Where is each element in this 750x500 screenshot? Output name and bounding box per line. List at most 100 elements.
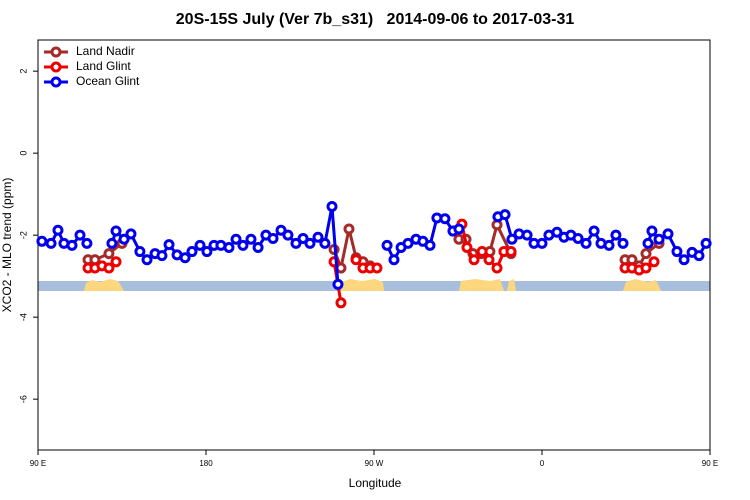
point: [332, 278, 344, 290]
point: [81, 237, 93, 249]
x-tick-label: 90 E: [30, 459, 46, 468]
point: [640, 248, 652, 260]
point: [388, 254, 400, 266]
y-tick-label: 2: [18, 69, 28, 74]
legend-marker: [50, 61, 62, 73]
point: [499, 209, 511, 221]
point: [646, 225, 658, 237]
point: [103, 262, 115, 274]
point: [671, 246, 683, 258]
point: [580, 237, 592, 249]
point: [110, 225, 122, 237]
point: [453, 223, 465, 235]
y-axis-label: XCO2 - MLO trend (ppm): [0, 178, 14, 313]
point: [201, 246, 213, 258]
point: [678, 254, 690, 266]
land-shape: [507, 279, 516, 291]
point: [319, 237, 331, 249]
x-tick-label: 90 W: [365, 459, 384, 468]
land-mask: [38, 279, 710, 291]
point: [343, 223, 355, 235]
point: [52, 224, 64, 236]
point: [230, 233, 242, 245]
point: [186, 246, 198, 258]
legend-marker: [50, 46, 62, 58]
x-axis-label: Longitude: [349, 476, 402, 490]
y-tick-label: -4: [18, 313, 28, 321]
point: [653, 233, 665, 245]
point: [223, 241, 235, 253]
y-tick-label: -2: [18, 231, 28, 239]
point: [505, 246, 517, 258]
legend-label: Ocean Glint: [76, 74, 140, 88]
point: [45, 237, 57, 249]
legend-label: Land Glint: [76, 59, 131, 73]
point: [290, 237, 302, 249]
land-shape: [340, 279, 384, 291]
point: [156, 250, 168, 262]
point: [439, 213, 451, 225]
y-tick-label: -6: [18, 395, 28, 403]
point: [640, 262, 652, 274]
point: [700, 237, 712, 249]
point: [648, 256, 660, 268]
point: [662, 228, 674, 240]
point: [252, 241, 264, 253]
point: [693, 250, 705, 262]
point: [521, 229, 533, 241]
point: [461, 241, 473, 253]
point: [106, 237, 118, 249]
point: [282, 229, 294, 241]
point: [572, 232, 584, 244]
y-tick-label: 0: [18, 151, 28, 156]
chart-title: 20S-15S July (Ver 7b_s31) 2014-09-06 to …: [176, 11, 575, 28]
point: [642, 237, 654, 249]
point: [371, 262, 383, 274]
point: [476, 246, 488, 258]
point: [118, 233, 130, 245]
point: [304, 237, 316, 249]
x-tick-label: 90 E: [702, 459, 718, 468]
point: [312, 231, 324, 243]
point: [297, 232, 309, 244]
point: [36, 235, 48, 247]
point: [402, 237, 414, 249]
point: [468, 254, 480, 266]
x-tick-label: 0: [540, 459, 545, 468]
point: [134, 246, 146, 258]
point: [66, 239, 78, 251]
point: [483, 254, 495, 266]
point: [610, 229, 622, 241]
point: [163, 239, 175, 251]
point: [588, 225, 600, 237]
point: [617, 237, 629, 249]
point: [424, 239, 436, 251]
x-tick-label: 180: [199, 459, 213, 468]
point: [275, 224, 287, 236]
point: [194, 239, 206, 251]
point: [536, 237, 548, 249]
point: [237, 239, 249, 251]
point: [245, 233, 257, 245]
point: [110, 256, 122, 268]
land-shape: [459, 279, 504, 291]
point: [335, 297, 347, 309]
point: [74, 229, 86, 241]
land-shape: [84, 279, 124, 291]
legend-label: Land Nadir: [76, 44, 135, 58]
point: [267, 232, 279, 244]
point: [141, 254, 153, 266]
legend-marker: [50, 76, 62, 88]
point: [551, 226, 563, 238]
series-line: [88, 220, 660, 274]
land-shape: [623, 279, 661, 291]
point: [381, 239, 393, 251]
point: [179, 252, 191, 264]
point: [350, 254, 362, 266]
point: [125, 228, 137, 240]
point: [506, 233, 518, 245]
point: [103, 248, 115, 260]
point: [326, 200, 338, 212]
point: [603, 239, 615, 251]
